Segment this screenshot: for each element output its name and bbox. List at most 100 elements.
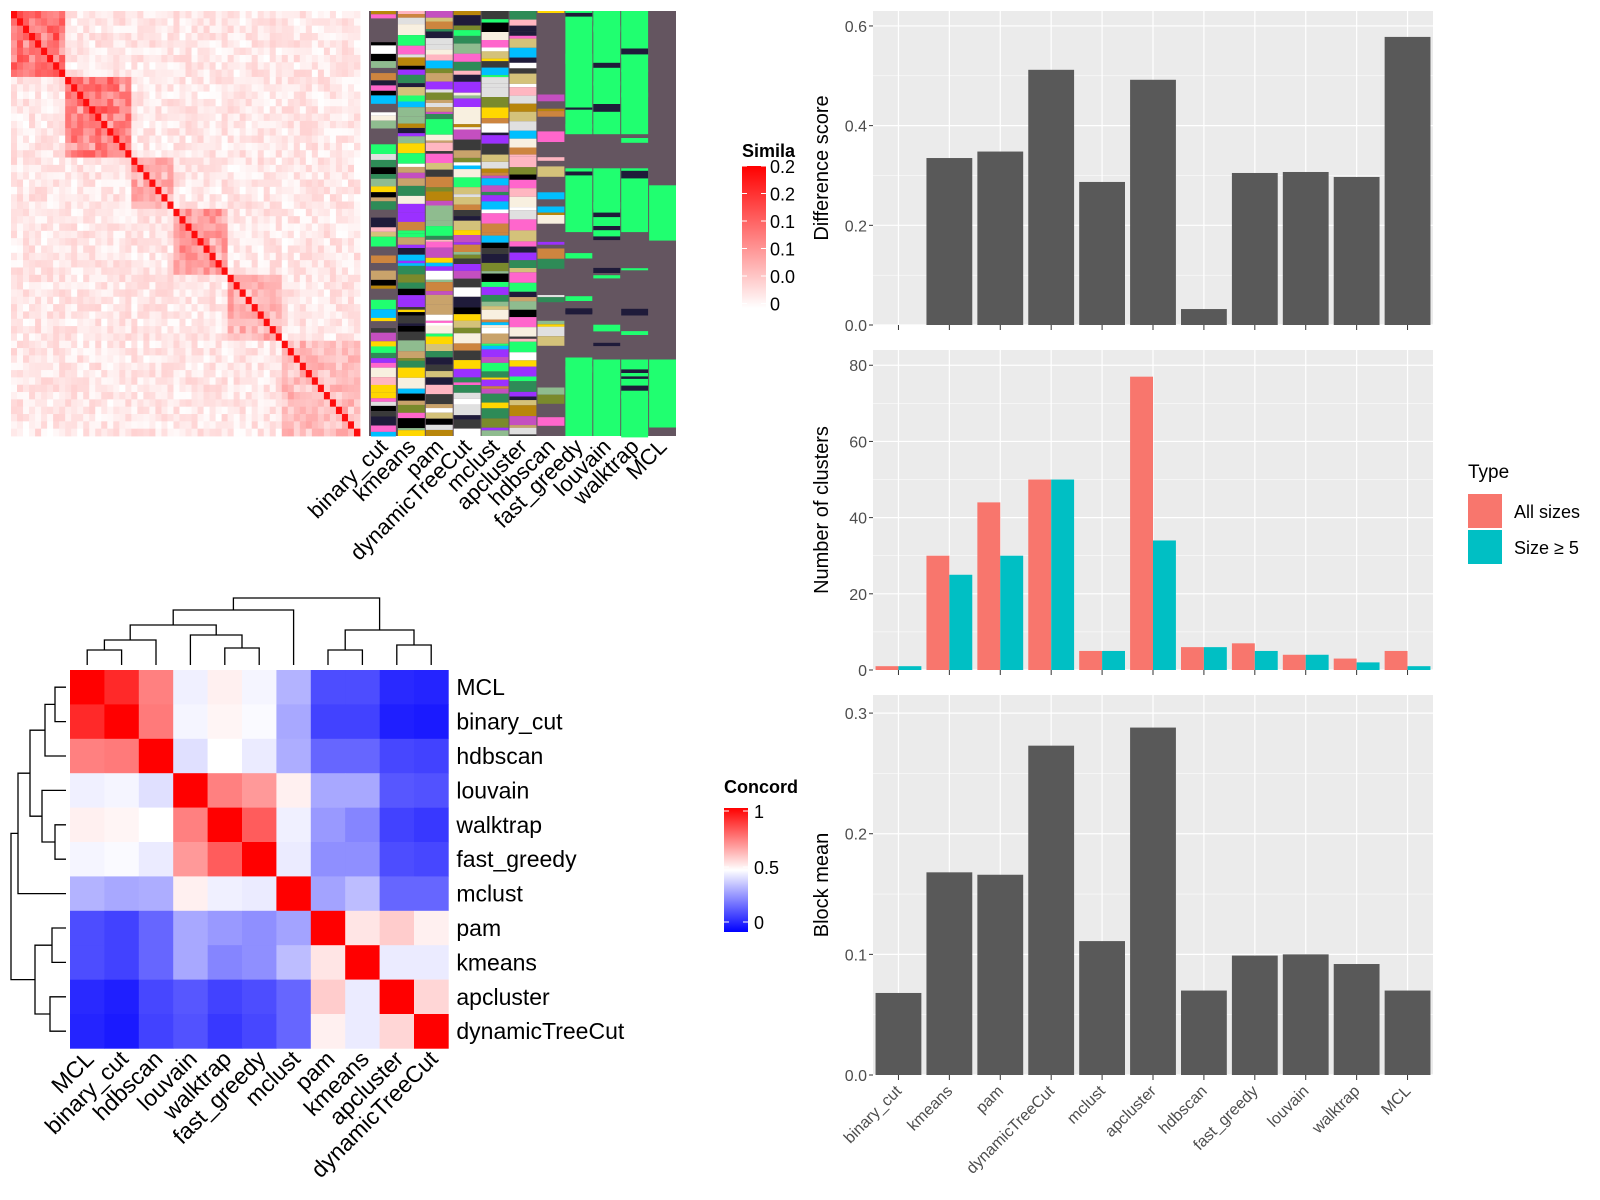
similarity-cell (269, 355, 277, 364)
similarity-cell (137, 406, 144, 415)
similarity-cell (179, 377, 186, 386)
similarity-cell (59, 62, 66, 71)
similarity-cell (167, 362, 174, 371)
similarity-cell (209, 260, 216, 268)
similarity-cell (245, 289, 253, 298)
similarity-cell (167, 216, 174, 224)
similarity-cell (59, 421, 66, 430)
similarity-cell (215, 186, 223, 195)
similarity-cell (353, 370, 361, 378)
similarity-cell (347, 186, 355, 195)
similarity-cell (113, 362, 120, 371)
similarity-cell (335, 362, 343, 371)
similarity-cell (287, 274, 295, 283)
similarity-cell (323, 18, 331, 27)
similarity-cell (317, 428, 325, 437)
annotation-band (509, 130, 537, 139)
similarity-cell (143, 128, 150, 136)
similarity-cell (179, 384, 186, 393)
similarity-cell (239, 11, 247, 19)
annotation-band (425, 239, 453, 242)
similarity-cell (197, 289, 204, 298)
similarity-cell (107, 362, 114, 371)
similarity-cell (191, 76, 198, 85)
similarity-cell (215, 32, 223, 41)
concordance-cell (414, 842, 449, 877)
similarity-cell (341, 194, 349, 202)
similarity-cell (323, 384, 331, 393)
similarity-cell (89, 296, 96, 305)
similarity-cell (173, 106, 180, 114)
similarity-cell (95, 216, 102, 224)
similarity-cell (227, 172, 235, 180)
row-dendrogram (10, 686, 66, 1032)
similarity-cell (329, 260, 337, 268)
similarity-cell (347, 428, 355, 437)
similarity-cell (53, 172, 60, 180)
similarity-cell (299, 223, 307, 232)
concordance-cell (414, 670, 449, 705)
similarity-cell (227, 201, 235, 210)
similarity-cell (65, 333, 72, 342)
all-sizes-legend-label: All sizes (1514, 502, 1580, 522)
similarity-cell (269, 150, 277, 158)
similarity-cell (185, 69, 192, 78)
similarity-cell (35, 69, 42, 78)
annotation-band (453, 404, 481, 416)
similarity-cell (269, 282, 277, 290)
similarity-cell (329, 340, 337, 349)
similarity-cell (17, 348, 24, 356)
similarity-cell (275, 406, 283, 415)
annotation-band (425, 262, 453, 267)
similarity-cell (227, 245, 235, 254)
similarity-cell (23, 164, 30, 173)
similarity-cell (317, 76, 325, 85)
similarity-cell (353, 230, 361, 239)
similarity-cell (119, 399, 126, 408)
annotation-band (371, 11, 396, 15)
similarity-cell (77, 260, 84, 268)
annotation-band (453, 43, 481, 54)
similarity-cell (185, 252, 192, 261)
similarity-cell (185, 76, 192, 85)
similarity-cell (263, 252, 271, 261)
similarity-cell (335, 340, 343, 349)
similarity-cell (347, 40, 355, 49)
similarity-cell (239, 208, 247, 217)
similarity-cell (305, 179, 313, 188)
annotation-band (425, 226, 453, 236)
similarity-cell (59, 76, 66, 85)
similarity-cell (317, 340, 325, 349)
similarity-cell (191, 201, 198, 210)
similarity-cell (107, 274, 114, 283)
similarity-cell (137, 62, 144, 71)
similarity-cell (173, 186, 180, 195)
similarity-cell (353, 25, 361, 34)
similarity-cell (275, 340, 283, 349)
similarity-cell (101, 289, 108, 298)
similarity-cell (269, 289, 277, 298)
similarity-cell (299, 98, 307, 107)
similarity-cell (113, 414, 120, 422)
concordance-legend-tick: 1 (754, 802, 764, 822)
concordance-cell (173, 979, 208, 1015)
concordance-cell (104, 704, 140, 740)
similarity-cell (59, 252, 66, 261)
annotation-band (481, 343, 509, 346)
similarity-cell (41, 384, 48, 393)
similarity-cell (299, 194, 307, 202)
similarity-cell (215, 311, 223, 320)
similarity-cell (65, 289, 72, 298)
similarity-cell (311, 150, 319, 158)
similarity-cell (167, 62, 174, 71)
similarity-cell (191, 216, 198, 224)
similarity-cell (11, 304, 18, 312)
similarity-cell (59, 47, 66, 56)
similarity-cell (173, 84, 180, 93)
similarity-cell (59, 179, 66, 188)
similarity-cell (251, 11, 259, 19)
similarity-cell (341, 296, 349, 305)
annotation-band (453, 415, 481, 420)
similarity-cell (251, 47, 259, 56)
annotation-band (397, 282, 425, 289)
